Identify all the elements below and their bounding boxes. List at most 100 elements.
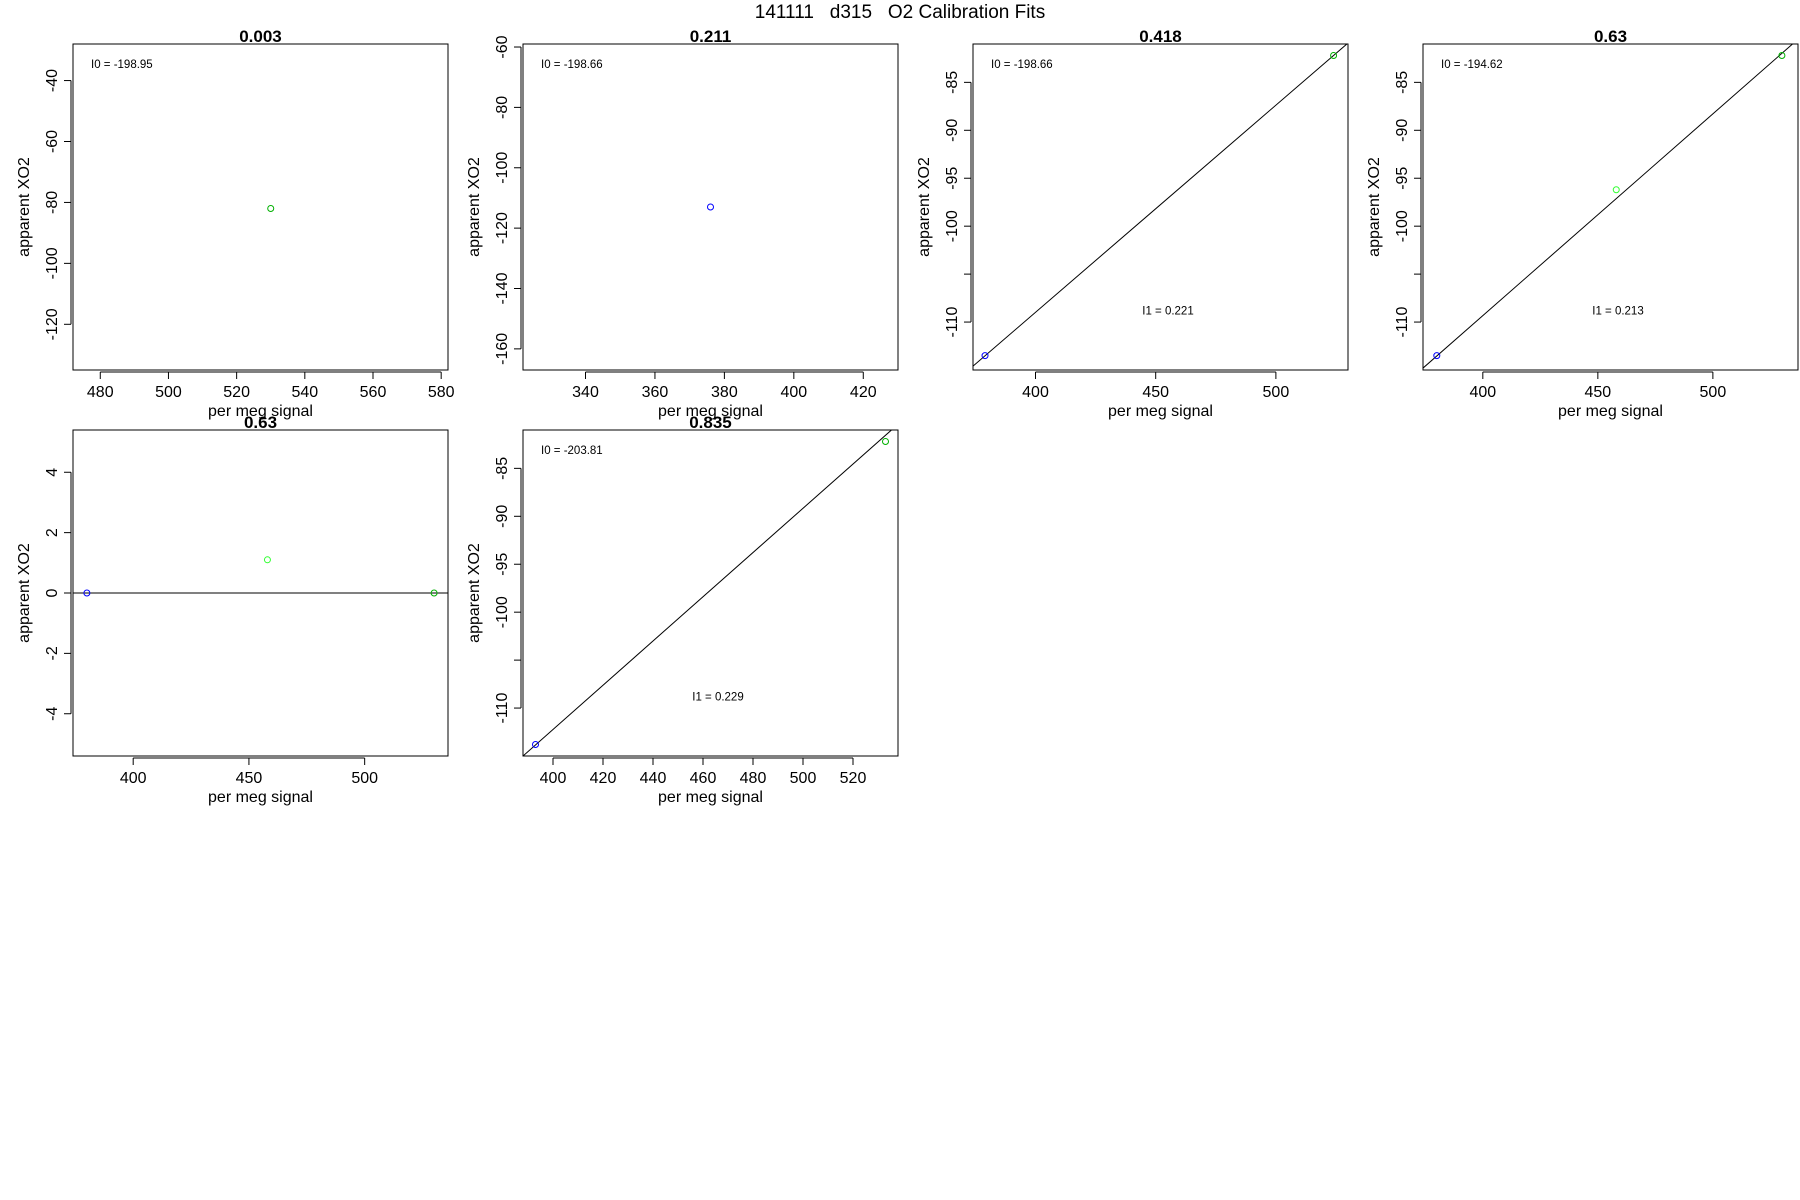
x-tick-label: 460 xyxy=(690,770,717,787)
y-tick-label: -140 xyxy=(494,272,511,304)
chart-panel-6: 0.835 400 420 440 460 480 500 520 per meg signal… xyxy=(466,413,899,806)
chart-title: 0.418 xyxy=(1139,27,1182,46)
x-tick-label: 500 xyxy=(1263,384,1290,401)
fit-annotation: I1 = 0.221 xyxy=(1142,306,1193,318)
chart-title: 0.211 xyxy=(690,27,732,46)
y-tick-label: -120 xyxy=(44,308,61,340)
y-tick-label: -60 xyxy=(44,130,61,153)
fit-line xyxy=(973,44,1348,367)
y-tick-label: 4 xyxy=(44,468,61,477)
x-tick-label: 520 xyxy=(840,770,867,787)
x-axis-label: per meg signal xyxy=(1558,403,1663,420)
chart-title: 0.63 xyxy=(244,413,277,432)
y-tick-label: -95 xyxy=(1394,167,1411,190)
x-tick-label: 540 xyxy=(291,384,318,401)
x-tick-label: 580 xyxy=(428,384,455,401)
data-point xyxy=(83,589,91,597)
x-axis-label: per meg signal xyxy=(658,789,763,806)
chart-title: 0.835 xyxy=(689,413,732,432)
y-tick-label: 2 xyxy=(44,528,61,537)
page-title: 141111 d315 O2 Calibration Fits xyxy=(754,2,1046,23)
x-tick-label: 560 xyxy=(360,384,387,401)
plot-frame xyxy=(1422,43,1799,371)
chart-panel-3: 0.418 400 450 500 per meg signal -85 -90 -95 -10… xyxy=(916,27,1349,420)
y-tick-label: -100 xyxy=(44,247,61,279)
y-tick-label: 0 xyxy=(44,588,61,597)
data-point xyxy=(1330,52,1338,60)
y-tick-label: -100 xyxy=(1394,210,1411,242)
y-tick-label: -120 xyxy=(494,212,511,244)
plot-frame xyxy=(72,43,449,371)
x-tick-label: 400 xyxy=(780,384,807,401)
data-point xyxy=(430,589,438,597)
y-tick-label: -110 xyxy=(1394,307,1411,338)
x-axis-label: per meg signal xyxy=(1108,403,1213,420)
y-axis-label: apparent XO2 xyxy=(16,157,33,257)
x-tick-label: 400 xyxy=(120,770,147,787)
y-tick-label: -95 xyxy=(494,553,511,576)
data-point xyxy=(1778,52,1786,60)
fit-line xyxy=(523,430,893,756)
x-tick-label: 500 xyxy=(1700,384,1727,401)
y-tick-label: -160 xyxy=(494,333,511,365)
y-tick-label: -40 xyxy=(44,69,61,92)
data-point xyxy=(1433,352,1441,360)
x-tick-label: 440 xyxy=(640,770,667,787)
y-axis-label: apparent XO2 xyxy=(1366,157,1383,257)
x-tick-label: 450 xyxy=(1142,384,1169,401)
chart-panel-5: 0.63 400 450 500 per meg signal 4 2 0 -2 -4 appare… xyxy=(16,413,449,806)
x-tick-label: 480 xyxy=(87,384,114,401)
fit-annotation: I1 = 0.213 xyxy=(1592,306,1643,318)
x-tick-label: 500 xyxy=(155,384,182,401)
x-tick-label: 400 xyxy=(1022,384,1049,401)
plot-frame xyxy=(972,43,1349,371)
y-tick-label: -85 xyxy=(1394,71,1411,94)
x-tick-label: 450 xyxy=(236,770,263,787)
y-axis-label: apparent XO2 xyxy=(466,543,483,643)
data-point xyxy=(532,740,539,748)
y-tick-label: -110 xyxy=(494,693,511,724)
y-tick-label: -60 xyxy=(494,35,511,58)
fit-annotation: I1 = 0.229 xyxy=(692,692,743,704)
x-axis-label: per meg signal xyxy=(658,403,763,420)
y-tick-label: -85 xyxy=(944,71,961,94)
data-point xyxy=(267,205,275,213)
plot-frame xyxy=(522,429,899,757)
x-tick-label: 420 xyxy=(850,384,877,401)
y-tick-label: -80 xyxy=(494,96,511,119)
fit-annotation: I0 = -198.95 xyxy=(91,59,153,71)
y-tick-label: -80 xyxy=(44,191,61,214)
y-tick-label: -4 xyxy=(44,707,61,721)
fit-line xyxy=(1423,44,1794,369)
y-tick-label: -90 xyxy=(1394,119,1411,142)
fit-annotation: I0 = -203.81 xyxy=(541,445,603,457)
y-tick-label: -110 xyxy=(944,307,961,338)
x-tick-label: 400 xyxy=(1469,384,1496,401)
chart-panel-1: 0.003 480 500 520 540 560 580 per meg signal -40… xyxy=(16,27,455,420)
x-axis-label: per meg signal xyxy=(208,789,313,806)
x-axis-label: per meg signal xyxy=(208,403,313,420)
data-point xyxy=(981,352,989,360)
y-axis-label: apparent XO2 xyxy=(466,157,483,257)
x-tick-label: 500 xyxy=(790,770,817,787)
y-tick-label: -85 xyxy=(494,457,511,480)
x-tick-label: 340 xyxy=(572,384,599,401)
x-tick-label: 420 xyxy=(590,770,617,787)
data-point xyxy=(707,203,714,211)
data-point xyxy=(1612,186,1620,194)
fit-annotation: I0 = -194.62 xyxy=(1441,59,1503,71)
x-tick-label: 450 xyxy=(1584,384,1611,401)
x-tick-label: 520 xyxy=(223,384,250,401)
chart-title: 0.63 xyxy=(1594,27,1627,46)
y-tick-label: -95 xyxy=(944,167,961,190)
x-tick-label: 400 xyxy=(540,770,567,787)
y-tick-label: -90 xyxy=(494,505,511,528)
y-tick-label: -2 xyxy=(44,646,61,660)
x-tick-label: 500 xyxy=(351,770,378,787)
fit-annotation: I0 = -198.66 xyxy=(991,59,1053,71)
chart-panel-2: 0.211 340 360 380 400 420 per meg signal -60 -80… xyxy=(466,27,899,420)
data-point xyxy=(882,438,889,446)
y-tick-label: -100 xyxy=(494,596,511,628)
x-tick-label: 480 xyxy=(740,770,767,787)
